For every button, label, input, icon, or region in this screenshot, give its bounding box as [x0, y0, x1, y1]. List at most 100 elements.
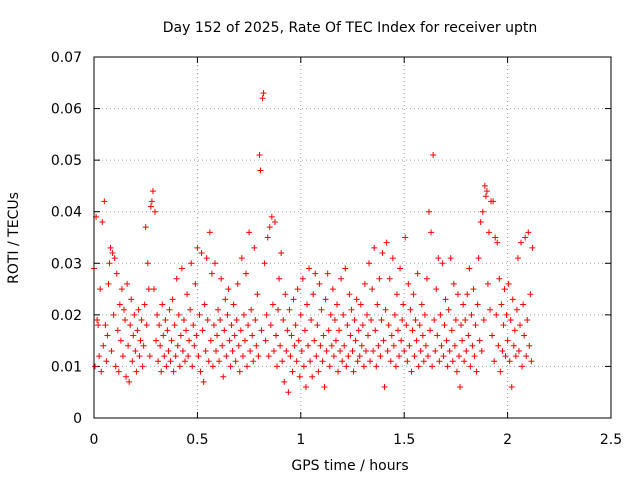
y-tick-label: 0.02: [51, 308, 82, 324]
data-point: [145, 286, 152, 293]
data-point: [101, 198, 108, 205]
y-tick-label: 0.03: [51, 256, 82, 272]
data-point: [284, 327, 291, 334]
data-point: [232, 358, 239, 365]
data-point: [111, 255, 118, 262]
data-point: [502, 353, 509, 360]
data-point: [245, 322, 252, 329]
data-points: [91, 90, 536, 396]
data-point: [495, 342, 502, 349]
data-point: [465, 332, 472, 339]
data-point: [509, 296, 516, 303]
data-point: [492, 234, 499, 241]
data-point: [416, 322, 423, 329]
data-point: [528, 358, 535, 365]
data-point: [527, 291, 534, 298]
data-point: [246, 229, 253, 236]
data-point: [152, 208, 159, 215]
data-point: [224, 311, 231, 318]
data-point: [318, 306, 325, 313]
data-point: [333, 301, 340, 308]
data-point: [184, 291, 191, 298]
data-point: [313, 353, 320, 360]
data-point: [98, 368, 105, 375]
data-point: [230, 301, 237, 308]
data-point: [331, 317, 338, 324]
data-point: [340, 311, 347, 318]
data-point: [254, 291, 261, 298]
data-point: [266, 224, 273, 231]
data-point: [233, 317, 240, 324]
data-point: [129, 358, 136, 365]
data-point: [225, 286, 232, 293]
data-point: [463, 347, 470, 354]
data-point: [350, 368, 357, 375]
data-point: [103, 358, 110, 365]
data-point: [391, 311, 398, 318]
data-point: [262, 337, 269, 344]
data-point: [442, 296, 449, 303]
data-point: [479, 208, 486, 215]
data-point: [107, 244, 114, 251]
data-point: [218, 275, 225, 282]
data-point: [112, 363, 119, 370]
data-point: [167, 358, 174, 365]
data-point: [326, 363, 333, 370]
data-point: [441, 322, 448, 329]
data-point: [166, 306, 173, 313]
data-point: [140, 342, 147, 349]
data-point: [114, 327, 121, 334]
data-point: [236, 368, 243, 375]
data-point: [180, 317, 187, 324]
data-point: [480, 317, 487, 324]
y-tick-label: 0: [73, 411, 82, 427]
data-point: [368, 317, 375, 324]
data-point: [223, 353, 230, 360]
data-point: [508, 384, 515, 391]
data-point: [432, 347, 439, 354]
data-point: [176, 363, 183, 370]
data-point: [414, 270, 421, 277]
data-point: [256, 151, 263, 158]
data-point: [301, 327, 308, 334]
data-point: [505, 280, 512, 287]
data-point: [413, 337, 420, 344]
y-tick-label: 0.05: [51, 153, 82, 169]
data-point: [278, 249, 285, 256]
data-point: [196, 311, 203, 318]
data-point: [193, 332, 200, 339]
data-point: [439, 260, 446, 267]
data-point: [342, 265, 349, 272]
data-point: [277, 342, 284, 349]
data-point: [250, 358, 257, 365]
data-point: [260, 90, 267, 97]
data-point: [265, 353, 272, 360]
data-point: [394, 327, 401, 334]
data-point: [127, 322, 134, 329]
data-point: [454, 291, 461, 298]
data-point: [304, 301, 311, 308]
data-point: [249, 332, 256, 339]
data-point: [309, 373, 316, 380]
data-point: [201, 301, 208, 308]
data-point: [239, 353, 246, 360]
data-point: [154, 311, 161, 318]
data-point: [526, 342, 533, 349]
data-point: [392, 363, 399, 370]
data-point: [123, 373, 130, 380]
data-point: [155, 358, 162, 365]
data-point: [369, 286, 376, 293]
data-point: [411, 353, 418, 360]
data-point: [363, 311, 370, 318]
data-point: [490, 198, 497, 205]
plot-frame: [93, 56, 612, 419]
data-point: [335, 368, 342, 375]
data-point: [288, 332, 295, 339]
data-point: [417, 347, 424, 354]
data-point: [206, 229, 213, 236]
data-point: [189, 363, 196, 370]
data-point: [462, 317, 469, 324]
data-point: [339, 358, 346, 365]
data-point: [204, 317, 211, 324]
